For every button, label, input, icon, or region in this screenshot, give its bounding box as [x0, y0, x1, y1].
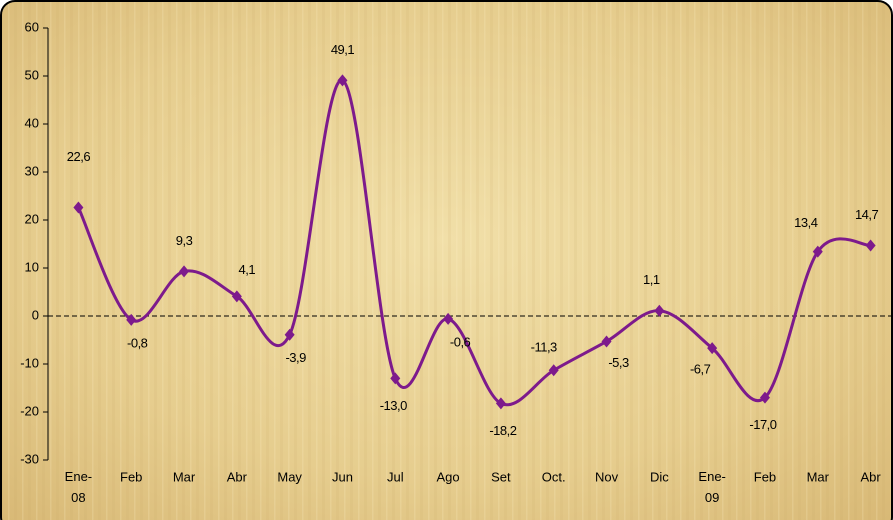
y-tick-label: 20 — [25, 211, 39, 226]
y-tick-label: 30 — [25, 163, 39, 178]
value-label: -17,0 — [749, 417, 776, 432]
marker — [707, 342, 718, 355]
x-tick-label: Dic — [650, 469, 669, 484]
x-tick-label: Mar — [807, 469, 830, 484]
y-tick-label: -10 — [20, 355, 39, 370]
value-label: -5,3 — [608, 355, 629, 370]
x-tick-label: Mar — [173, 469, 196, 484]
marker — [73, 201, 84, 214]
marker — [601, 335, 612, 348]
x-tick-label: Jun — [332, 469, 353, 484]
y-tick-label: 50 — [25, 67, 39, 82]
marker — [495, 397, 506, 410]
y-tick-label: 0 — [32, 307, 39, 322]
value-label: 4,1 — [239, 262, 256, 277]
value-label: -0,6 — [450, 334, 471, 349]
value-label: -0,8 — [127, 335, 148, 350]
marker — [126, 313, 137, 326]
value-label: 14,7 — [855, 207, 879, 222]
value-label: 13,4 — [794, 215, 818, 230]
x-tick-label: Feb — [754, 469, 776, 484]
value-label: -18,2 — [489, 423, 516, 438]
x-tick-label: Ene-08 — [65, 469, 92, 505]
marker — [654, 304, 665, 317]
x-tick-label: Abr — [227, 469, 248, 484]
value-label: 22,6 — [67, 149, 91, 164]
marker — [284, 328, 295, 341]
marker — [812, 245, 823, 258]
x-tick-label: May — [277, 469, 302, 484]
marker — [759, 391, 770, 404]
series-line — [77, 78, 871, 407]
value-label: -13,0 — [380, 398, 407, 413]
value-label: 49,1 — [331, 42, 355, 57]
x-tick-label: Nov — [595, 469, 619, 484]
x-tick-label: Ene-09 — [698, 469, 725, 505]
marker — [337, 74, 348, 87]
value-label: 1,1 — [643, 272, 660, 287]
value-label: -3,9 — [285, 350, 306, 365]
marker — [443, 312, 454, 325]
value-label: -11,3 — [531, 340, 557, 355]
x-tick-label: Ago — [437, 469, 460, 484]
y-tick-label: 40 — [25, 115, 39, 130]
x-tick-label: Oct. — [542, 469, 566, 484]
value-label: -6,7 — [690, 362, 711, 377]
y-tick-label: 10 — [25, 259, 39, 274]
x-tick-label: Jul — [387, 469, 404, 484]
marker — [231, 290, 242, 303]
value-label: 9,3 — [176, 233, 193, 248]
marker — [390, 372, 401, 385]
y-tick-label: 60 — [25, 19, 39, 34]
marker — [179, 265, 190, 278]
y-tick-label: -20 — [20, 403, 39, 418]
marker — [548, 364, 559, 377]
marker — [865, 239, 876, 252]
x-tick-label: Feb — [120, 469, 142, 484]
x-tick-label: Abr — [860, 469, 881, 484]
x-tick-label: Set — [491, 469, 511, 484]
y-tick-label: -30 — [20, 451, 39, 466]
